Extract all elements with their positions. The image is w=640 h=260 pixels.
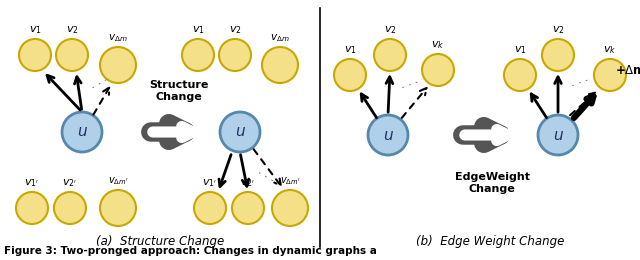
Circle shape xyxy=(594,59,626,91)
Text: Structure
Change: Structure Change xyxy=(149,80,209,102)
Text: $v_{2}$: $v_{2}$ xyxy=(66,24,78,36)
Text: $v_{2'}$: $v_{2'}$ xyxy=(241,177,255,189)
Text: $u$: $u$ xyxy=(383,127,394,142)
Text: · · ·: · · · xyxy=(90,75,110,93)
Text: $v_{2}$: $v_{2}$ xyxy=(383,24,396,36)
Circle shape xyxy=(368,115,408,155)
Text: $v_{1}$: $v_{1}$ xyxy=(29,24,42,36)
Circle shape xyxy=(422,54,454,86)
Circle shape xyxy=(56,39,88,71)
Text: $v_{2}$: $v_{2}$ xyxy=(228,24,241,36)
Text: $v_{\Delta m'}$: $v_{\Delta m'}$ xyxy=(280,175,300,187)
Circle shape xyxy=(542,39,574,71)
Text: · · ·: · · · xyxy=(570,75,590,91)
Text: +$\Delta$m: +$\Delta$m xyxy=(615,63,640,76)
Circle shape xyxy=(219,39,251,71)
Text: · · ·: · · · xyxy=(255,168,275,186)
Circle shape xyxy=(19,39,51,71)
Circle shape xyxy=(16,192,48,224)
Text: $u$: $u$ xyxy=(234,125,246,140)
Text: $v_{1}$: $v_{1}$ xyxy=(191,24,204,36)
Circle shape xyxy=(182,39,214,71)
Text: $v_{k}$: $v_{k}$ xyxy=(431,39,445,51)
Text: $v_{\Delta m}$: $v_{\Delta m}$ xyxy=(108,32,128,44)
Circle shape xyxy=(374,39,406,71)
Circle shape xyxy=(100,190,136,226)
Text: $v_{2'}$: $v_{2'}$ xyxy=(63,177,77,189)
Circle shape xyxy=(334,59,366,91)
Circle shape xyxy=(272,190,308,226)
Circle shape xyxy=(220,112,260,152)
Text: $v_{1}$: $v_{1}$ xyxy=(344,44,356,56)
Text: $u$: $u$ xyxy=(552,127,563,142)
Text: $v_{\Delta m'}$: $v_{\Delta m'}$ xyxy=(108,175,129,187)
Text: Figure 3: Two-pronged approach: Changes in dynamic graphs a: Figure 3: Two-pronged approach: Changes … xyxy=(4,246,377,256)
Text: (a)  Structure Change: (a) Structure Change xyxy=(96,236,224,249)
Text: $v_{1}$: $v_{1}$ xyxy=(513,44,527,56)
Text: EdgeWeight
Change: EdgeWeight Change xyxy=(454,172,529,194)
Circle shape xyxy=(194,192,226,224)
Circle shape xyxy=(232,192,264,224)
Text: $v_{1'}$: $v_{1'}$ xyxy=(202,177,218,189)
Text: $u$: $u$ xyxy=(77,125,88,140)
Text: $v_{1'}$: $v_{1'}$ xyxy=(24,177,40,189)
Circle shape xyxy=(100,47,136,83)
Circle shape xyxy=(538,115,578,155)
Circle shape xyxy=(62,112,102,152)
Text: (b)  Edge Weight Change: (b) Edge Weight Change xyxy=(416,236,564,249)
Text: · · ·: · · · xyxy=(400,77,420,93)
Text: $v_{k}$: $v_{k}$ xyxy=(604,44,617,56)
Circle shape xyxy=(504,59,536,91)
Text: $v_{\Delta m}$: $v_{\Delta m}$ xyxy=(270,32,290,44)
Text: $v_{2}$: $v_{2}$ xyxy=(552,24,564,36)
Circle shape xyxy=(262,47,298,83)
Circle shape xyxy=(54,192,86,224)
